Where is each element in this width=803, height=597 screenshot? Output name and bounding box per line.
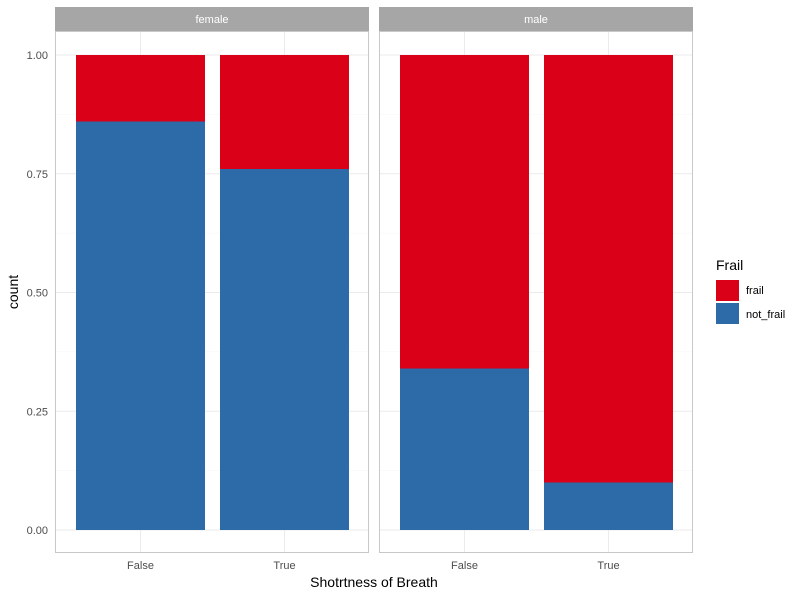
bar-female-true-frail	[220, 55, 349, 169]
panel-border	[55, 31, 369, 553]
y-axis-title: count	[5, 275, 21, 309]
facet-panel-female: female False True	[55, 7, 369, 572]
facet-strip-label: male	[524, 14, 548, 26]
bar-female-false-frail	[76, 55, 205, 122]
facet-strip-label: female	[195, 14, 228, 26]
legend-label-frail: frail	[746, 285, 764, 297]
x-axis-title: Shotrtness of Breath	[310, 574, 438, 590]
bar-male-false-not-frail	[400, 368, 529, 530]
facet-panel-male: male False True	[379, 7, 693, 572]
facet-panels: female False True male False True	[55, 7, 693, 572]
panel-border	[379, 31, 693, 553]
y-tick-label: 0.00	[27, 525, 48, 537]
y-tick-label: 0.75	[27, 169, 48, 181]
legend-key-frail	[716, 280, 739, 301]
legend-label-not-frail: not_frail	[746, 309, 785, 321]
legend-key-not-frail	[716, 303, 739, 324]
bar-female-true-not-frail	[220, 169, 349, 530]
bar-male-true-not-frail	[544, 482, 673, 530]
bar-female-false-not-frail	[76, 121, 205, 530]
bar-male-false-frail	[400, 55, 529, 369]
facet-strip-male	[379, 7, 693, 31]
x-tick-label: False	[451, 560, 478, 572]
y-tick-label: 0.25	[27, 406, 48, 418]
y-tick-label: 1.00	[27, 50, 48, 62]
legend: Frail frail not_frail	[716, 257, 785, 324]
x-tick-label: True	[273, 560, 295, 572]
legend-title: Frail	[716, 257, 743, 273]
facet-strip-female	[55, 7, 369, 31]
y-tick-label: 0.50	[27, 288, 48, 300]
y-axis-ticks: 0.00 0.25 0.50 0.75 1.00	[27, 50, 48, 537]
x-tick-label: False	[127, 560, 154, 572]
x-tick-label: True	[597, 560, 619, 572]
bar-male-true-frail	[544, 55, 673, 483]
